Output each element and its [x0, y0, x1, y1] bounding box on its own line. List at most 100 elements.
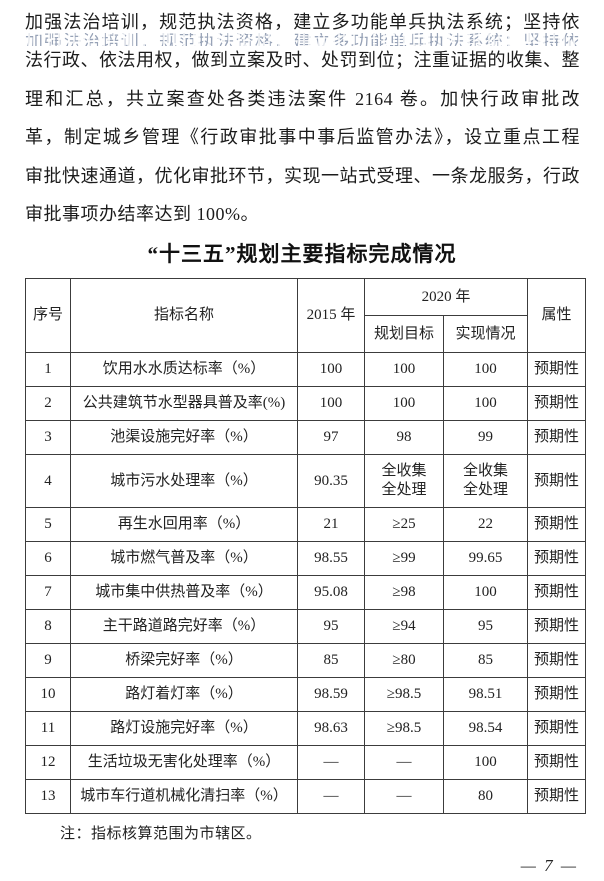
cell-target: ≥80: [364, 643, 444, 678]
header-2015: 2015 年: [297, 278, 365, 353]
cell-target: ≥99: [364, 541, 444, 576]
body-paragraph: 加强法治培训，规范执法资格，建立多功能单兵执法系统；坚持依 法行政、依法用权，做…: [25, 3, 580, 233]
table-title: “十三五”规划主要指标完成情况: [147, 242, 457, 266]
scan-ghost-artifact: 加强法治培训，规范执法资格，建立多功能单兵执法系统；坚持依: [25, 33, 580, 46]
cell-actual: 100: [442, 386, 529, 421]
table-footnote: 注：指标核算范围为市辖区。: [60, 826, 262, 842]
table-row: 6 城市燃气普及率（%） 98.55 ≥99 99.65 预期性: [25, 541, 587, 576]
cell-target: 100: [364, 352, 444, 387]
header-no: 序号: [25, 278, 71, 353]
cell-actual: 99.65: [442, 541, 529, 576]
cell-2015: 98.63: [297, 711, 365, 746]
cell-actual: 全收集 全处理: [442, 454, 529, 508]
cell-actual: 22: [442, 507, 529, 542]
table-row: 10 路灯着灯率（%） 98.59 ≥98.5 98.51 预期性: [25, 677, 587, 712]
cell-actual: 98.54: [442, 711, 529, 746]
cell-target: ≥25: [364, 507, 444, 542]
paragraph-line: 法行政、依法用权，做到立案及时、处罚到位；注重证据的收集、整: [25, 50, 580, 71]
cell-no: 11: [25, 711, 71, 746]
cell-2015: —: [297, 745, 365, 780]
paragraph-line: 审批事项办结率达到 100%。: [25, 203, 259, 224]
cell-target: ≥98.5: [364, 711, 444, 746]
cell-no: 2: [25, 386, 71, 421]
cell-2015: 98.55: [297, 541, 365, 576]
indicator-table: 序号 指标名称 2015 年 2020 年 属性 规划目标 实现情况 1 饮用水…: [25, 278, 587, 814]
cell-attr: 预期性: [527, 541, 587, 576]
table-row: 3 池渠设施完好率（%） 97 98 99 预期性: [25, 420, 587, 455]
cell-attr: 预期性: [527, 677, 587, 712]
table-row: 4 城市污水处理率（%） 90.35 全收集 全处理 全收集 全处理 预期性: [25, 454, 587, 508]
cell-target: —: [364, 779, 444, 814]
cell-actual: 98.51: [442, 677, 529, 712]
cell-no: 13: [25, 779, 71, 814]
cell-actual: 85: [442, 643, 529, 678]
cell-actual: 80: [442, 779, 529, 814]
cell-attr: 预期性: [527, 454, 587, 508]
cell-target: 98: [364, 420, 444, 455]
cell-target: 全收集 全处理: [364, 454, 444, 508]
cell-name: 池渠设施完好率（%）: [70, 420, 298, 455]
table-row: 13 城市车行道机械化清扫率（%） — — 80 预期性: [25, 779, 587, 814]
cell-actual: 100: [442, 745, 529, 780]
table-row: 5 再生水回用率（%） 21 ≥25 22 预期性: [25, 507, 587, 542]
cell-name: 路灯着灯率（%）: [70, 677, 298, 712]
cell-name: 城市集中供热普及率（%）: [70, 575, 298, 610]
cell-target: ≥94: [364, 609, 444, 644]
cell-2015: 21: [297, 507, 365, 542]
cell-attr: 预期性: [527, 575, 587, 610]
cell-target: 100: [364, 386, 444, 421]
header-attr: 属性: [527, 278, 587, 353]
table-header: 序号 指标名称 2015 年 2020 年 属性 规划目标 实现情况: [25, 278, 587, 353]
paragraph-line: 加强法治培训，规范执法资格，建立多功能单兵执法系统；坚持依: [25, 12, 580, 32]
table-row: 9 桥梁完好率（%） 85 ≥80 85 预期性: [25, 643, 587, 678]
cell-no: 10: [25, 677, 71, 712]
cell-actual: 99: [442, 420, 529, 455]
cell-actual: 95: [442, 609, 529, 644]
paragraph-line: 审批快速通道，优化审批环节，实现一站式受理、一条龙服务，行政: [25, 165, 580, 186]
cell-2015: 95: [297, 609, 365, 644]
cell-name: 城市污水处理率（%）: [70, 454, 298, 508]
cell-attr: 预期性: [527, 745, 587, 780]
table-row: 12 生活垃圾无害化处理率（%） — — 100 预期性: [25, 745, 587, 780]
cell-no: 1: [25, 352, 71, 387]
header-name: 指标名称: [70, 278, 298, 353]
cell-no: 5: [25, 507, 71, 542]
cell-name: 再生水回用率（%）: [70, 507, 298, 542]
cell-attr: 预期性: [527, 609, 587, 644]
cell-no: 3: [25, 420, 71, 455]
cell-2015: 90.35: [297, 454, 365, 508]
cell-2015: 98.59: [297, 677, 365, 712]
cell-name: 城市燃气普及率（%）: [70, 541, 298, 576]
paragraph-line: 革，制定城乡管理《行政审批事中事后监管办法》，设立重点工程: [25, 127, 580, 148]
table-row: 2 公共建筑节水型器具普及率(%) 100 100 100 预期性: [25, 386, 587, 421]
cell-no: 9: [25, 643, 71, 678]
cell-name: 饮用水水质达标率（%）: [70, 352, 298, 387]
table-row: 8 主干路道路完好率（%） 95 ≥94 95 预期性: [25, 609, 587, 644]
cell-no: 4: [25, 454, 71, 508]
table-row: 11 路灯设施完好率（%） 98.63 ≥98.5 98.54 预期性: [25, 711, 587, 746]
cell-2015: 100: [297, 352, 365, 387]
cell-target: ≥98.5: [364, 677, 444, 712]
cell-no: 8: [25, 609, 71, 644]
cell-name: 路灯设施完好率（%）: [70, 711, 298, 746]
header-target: 规划目标: [364, 315, 444, 353]
cell-no: 6: [25, 541, 71, 576]
cell-attr: 预期性: [527, 643, 587, 678]
cell-actual: 100: [442, 575, 529, 610]
cell-attr: 预期性: [527, 711, 587, 746]
cell-name: 生活垃圾无害化处理率（%）: [70, 745, 298, 780]
cell-no: 12: [25, 745, 71, 780]
table-row: 7 城市集中供热普及率（%） 95.08 ≥98 100 预期性: [25, 575, 587, 610]
header-actual: 实现情况: [442, 315, 529, 353]
cell-attr: 预期性: [527, 352, 587, 387]
cell-name: 城市车行道机械化清扫率（%）: [70, 779, 298, 814]
page-number: — 7 —: [520, 856, 578, 875]
cell-attr: 预期性: [527, 779, 587, 814]
cell-2015: 100: [297, 386, 365, 421]
header-2020: 2020 年: [363, 278, 529, 316]
cell-target: ≥98: [364, 575, 444, 610]
cell-no: 7: [25, 575, 71, 610]
cell-target: —: [364, 745, 444, 780]
cell-2015: —: [297, 779, 365, 814]
